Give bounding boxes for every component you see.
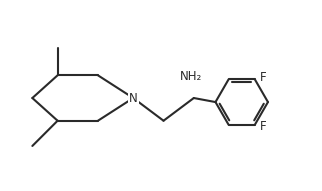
Text: N: N [129,91,137,104]
Text: F: F [260,120,267,133]
Text: F: F [260,71,267,84]
Text: NH₂: NH₂ [180,70,203,83]
